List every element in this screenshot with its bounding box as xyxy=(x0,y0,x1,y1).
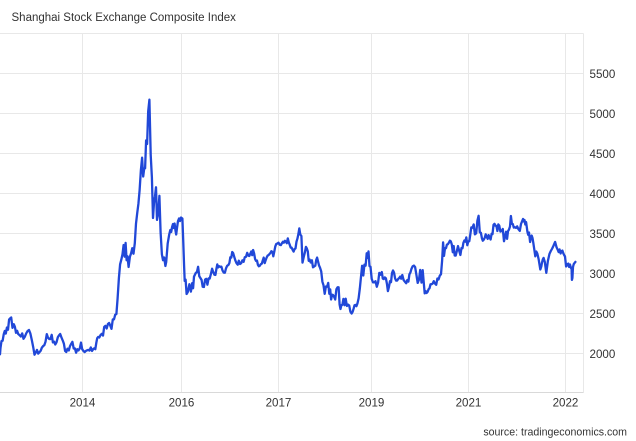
svg-text:3000: 3000 xyxy=(590,268,616,281)
svg-text:2017: 2017 xyxy=(266,397,292,410)
svg-text:2021: 2021 xyxy=(456,397,482,410)
svg-text:3500: 3500 xyxy=(590,228,616,241)
svg-text:5000: 5000 xyxy=(590,108,616,121)
svg-text:2019: 2019 xyxy=(359,397,385,410)
svg-text:source: tradingeconomics.com: source: tradingeconomics.com xyxy=(483,427,627,439)
svg-text:2014: 2014 xyxy=(70,397,96,410)
svg-text:2016: 2016 xyxy=(169,397,195,410)
svg-text:2000: 2000 xyxy=(590,348,616,361)
svg-text:4500: 4500 xyxy=(590,148,616,161)
svg-text:2022: 2022 xyxy=(553,397,579,410)
svg-text:4000: 4000 xyxy=(590,188,616,201)
svg-text:5500: 5500 xyxy=(590,68,616,81)
svg-text:2500: 2500 xyxy=(590,308,616,321)
svg-text:Shanghai Stock Exchange Compos: Shanghai Stock Exchange Composite Index xyxy=(12,12,237,24)
